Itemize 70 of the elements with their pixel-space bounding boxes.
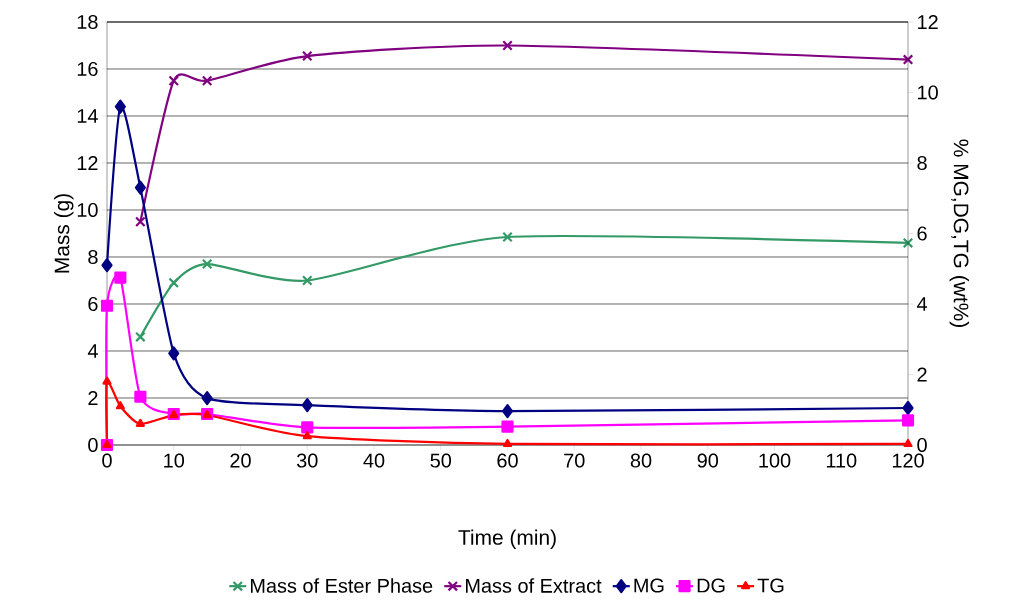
x-tick-label: 40	[363, 453, 385, 468]
y-tick-label: 18	[77, 14, 98, 30]
point	[115, 401, 125, 410]
point	[301, 50, 313, 62]
point	[100, 299, 114, 312]
point	[135, 331, 146, 343]
y-tick-label: 10	[77, 202, 98, 218]
point	[903, 438, 913, 448]
y-tick-label: 4	[87, 344, 98, 358]
y-tick-label: 6	[88, 296, 98, 312]
legend-label: Mass of Extract	[466, 578, 602, 593]
y2-tick-label: 10	[918, 85, 938, 100]
y-tick-label: 12	[77, 156, 98, 170]
x-tick-label: 120	[892, 453, 924, 468]
x-tick-label: 110	[826, 453, 857, 468]
point	[101, 258, 113, 273]
point	[114, 271, 127, 284]
point	[168, 346, 180, 361]
point	[134, 180, 146, 195]
x-tick-label: 0	[102, 453, 112, 468]
y2-tick-label: 2	[917, 367, 927, 382]
point	[102, 376, 112, 385]
point	[901, 414, 915, 427]
x-tick-label: 70	[564, 453, 585, 468]
y-axis-title: Mass (g)	[53, 194, 74, 273]
legend-label: MG	[634, 578, 664, 593]
point	[134, 390, 147, 403]
y2-tick-label: 8	[917, 155, 927, 171]
y-tick-label: 16	[77, 61, 98, 77]
point	[502, 40, 513, 51]
point	[301, 398, 313, 413]
y2-axis-title: % MG,DG,TG (wt%)	[949, 139, 970, 327]
point	[501, 404, 514, 419]
point	[168, 75, 180, 87]
x-tick-label: 30	[296, 453, 318, 468]
point	[902, 54, 914, 65]
point	[502, 231, 513, 243]
y2-tick-label: 4	[916, 297, 928, 311]
point	[114, 99, 126, 114]
point	[302, 431, 312, 440]
legend-label: DG	[697, 578, 725, 593]
legend-label: Mass of Ester Phase	[250, 578, 433, 593]
point	[201, 75, 213, 87]
point	[201, 391, 213, 406]
x-tick-label: 20	[230, 453, 251, 468]
point	[301, 421, 314, 434]
point	[168, 277, 180, 289]
y2-tick-label: 6	[917, 226, 927, 241]
x-tick-label: 80	[630, 453, 652, 468]
y2-tick-label: 12	[918, 15, 938, 29]
y2-tick-label: 0	[917, 437, 927, 453]
point	[501, 420, 514, 433]
x-tick-label: 60	[497, 453, 518, 468]
y-tick-label: 8	[88, 249, 98, 265]
y-tick-label: 2	[88, 391, 98, 405]
point	[135, 418, 145, 427]
x-tick-label: 10	[164, 453, 185, 468]
y-tick-label: 0	[88, 437, 98, 453]
point	[135, 216, 146, 228]
point	[301, 275, 313, 286]
x-tick-label: 100	[759, 453, 791, 468]
point	[902, 237, 914, 249]
point	[502, 438, 513, 448]
point	[902, 400, 914, 416]
point	[201, 258, 213, 270]
y-tick-label: 14	[77, 109, 98, 123]
x-tick-label: 50	[430, 453, 452, 468]
legend-label: TG	[757, 578, 784, 593]
x-axis-title: Time (min)	[458, 529, 556, 549]
x-tick-label: 90	[697, 453, 719, 468]
